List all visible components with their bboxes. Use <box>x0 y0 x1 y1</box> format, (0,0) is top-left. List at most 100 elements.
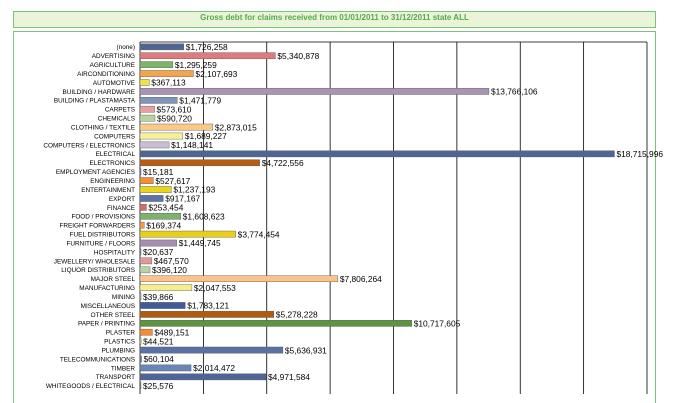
value-label: $917,167 <box>165 194 200 204</box>
category-label: COMPUTERS <box>94 133 135 140</box>
value-label: $25,576 <box>143 381 174 391</box>
category-label: ENGINEERING <box>90 178 135 185</box>
value-label: $1,726,258 <box>186 42 228 52</box>
value-label: $60,104 <box>144 354 175 364</box>
bar <box>139 159 260 167</box>
bar <box>139 284 193 291</box>
value-label: $1,471,779 <box>179 96 221 106</box>
category-label: MISCELLANEOUS <box>81 303 135 310</box>
category-label: EMPLOYMENT AGENCIES <box>56 169 135 176</box>
value-label: $1,783,121 <box>187 301 229 311</box>
category-label: ELECTRONICS <box>90 160 135 167</box>
bar <box>139 186 172 193</box>
value-label: $44,521 <box>143 336 174 346</box>
value-label: $527,617 <box>155 176 190 186</box>
bar <box>139 337 142 345</box>
category-label: CLOTHING / TEXTILE <box>71 124 135 131</box>
value-label: $253,454 <box>148 203 183 213</box>
value-label: $2,107,693 <box>195 69 237 79</box>
value-label: $2,014,472 <box>193 363 235 373</box>
bar <box>139 239 177 247</box>
category-label: ELECTRICAL <box>96 151 136 158</box>
category-label: EXPORT <box>109 196 135 203</box>
bar <box>139 248 142 256</box>
category-label: COMPUTERS / ELECTRONICS <box>43 142 135 149</box>
value-label: $367,113 <box>151 78 186 88</box>
value-label: $590,720 <box>157 113 192 123</box>
chart-title: Gross debt for claims received from 01/0… <box>200 13 469 22</box>
bar <box>139 257 153 265</box>
bar <box>139 212 181 220</box>
category-label: BUILDING / PLASTAMASTA <box>54 98 136 105</box>
bar <box>139 355 142 363</box>
bar <box>139 61 174 68</box>
value-label: $396,120 <box>152 265 187 275</box>
category-label: TRANSPORT <box>96 374 135 381</box>
bar <box>139 346 284 354</box>
value-label: $10,717,605 <box>414 319 461 329</box>
bar <box>139 114 156 122</box>
value-label: $7,806,264 <box>340 274 382 284</box>
category-label: WHITEGOODS / ELECTRICAL <box>46 383 136 390</box>
bar <box>139 43 184 51</box>
category-label: ADVERTISING <box>92 53 135 60</box>
bar <box>139 311 275 318</box>
category-label: HOSPITALITY <box>94 249 136 256</box>
category-label: TIMBER <box>111 365 136 372</box>
bar <box>139 230 236 238</box>
category-label: FREIGHT FORWARDERS <box>59 223 135 230</box>
bar <box>139 373 267 381</box>
bar <box>139 168 142 175</box>
category-label: FUEL DISTRIBUTORS <box>70 232 135 239</box>
category-label: OTHER STEEL <box>91 312 136 319</box>
bar <box>139 177 154 184</box>
value-label: $18,715,996 <box>616 149 663 159</box>
category-label: PAPER / PRINTING <box>78 321 135 328</box>
category-label: FINANCE <box>107 205 135 212</box>
category-label: BUILDING / HARDWARE <box>62 89 135 96</box>
bar <box>139 328 153 336</box>
value-label: $1,608,623 <box>183 211 225 221</box>
bar <box>139 88 490 95</box>
bar <box>139 79 150 86</box>
category-label: CHEMICALS <box>98 116 135 123</box>
chart-title-box: Gross debt for claims received from 01/0… <box>13 11 656 28</box>
category-label: MINING <box>112 294 135 301</box>
value-label: $467,570 <box>154 256 189 266</box>
category-label: LIQUOR DISTRIBUTORS <box>61 267 135 274</box>
value-label: $39,866 <box>143 292 174 302</box>
bar <box>139 293 142 300</box>
bar <box>139 204 147 211</box>
value-label: $1,449,745 <box>179 238 221 248</box>
category-label: AIRCONDITIONING <box>77 71 135 78</box>
category-label: MANUFACTURING <box>79 285 135 292</box>
value-label: $1,237,193 <box>173 185 215 195</box>
value-label: $4,971,584 <box>268 372 310 382</box>
category-label: (none) <box>117 44 135 51</box>
bar <box>139 123 214 131</box>
value-label: $15,181 <box>143 167 174 177</box>
category-label: CARPETS <box>105 107 135 114</box>
bar <box>139 382 142 390</box>
value-label: $1,295,259 <box>175 60 217 70</box>
category-label: JEWELLERY/ WHOLESALE <box>54 258 135 265</box>
value-label: $489,151 <box>154 327 189 337</box>
value-label: $573,610 <box>157 104 192 114</box>
bar <box>139 266 151 274</box>
category-label: TELECOMMUNICATIONS <box>60 356 135 363</box>
bar <box>139 195 164 202</box>
bar <box>139 132 184 140</box>
value-label: $3,774,454 <box>238 229 280 239</box>
value-label: $5,636,931 <box>285 345 327 355</box>
bar <box>139 105 155 113</box>
bar <box>139 70 194 77</box>
category-label: FOOD / PROVISIONS <box>71 214 135 221</box>
category-label: AGRICULTURE <box>90 62 135 69</box>
value-label: $2,873,015 <box>215 122 257 132</box>
category-label: ENTERTAINMENT <box>81 187 135 194</box>
value-label: $5,278,228 <box>276 310 318 320</box>
value-label: $13,766,106 <box>491 87 538 97</box>
value-label: $169,374 <box>146 220 181 230</box>
category-label: MAJOR STEEL <box>91 276 136 283</box>
bar <box>139 221 145 229</box>
